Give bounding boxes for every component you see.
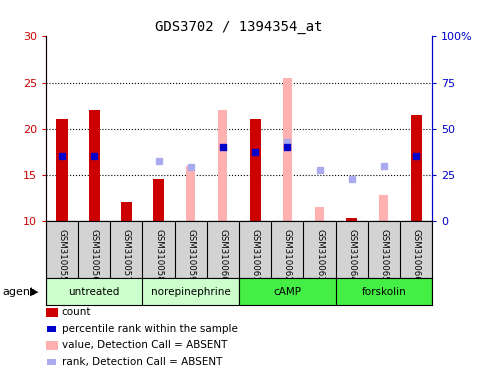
Text: cAMP: cAMP [273, 287, 301, 297]
Text: ▶: ▶ [29, 287, 38, 297]
Bar [88, 110, 100, 221]
Bar [283, 78, 292, 221]
Text: GSM310065: GSM310065 [380, 230, 388, 282]
Text: GSM310056: GSM310056 [90, 230, 99, 282]
Text: GSM310055: GSM310055 [57, 230, 67, 282]
Text: GSM310060: GSM310060 [218, 230, 227, 282]
Text: forskolin: forskolin [362, 287, 406, 297]
Text: GSM310064: GSM310064 [347, 230, 356, 282]
Bar [142, 278, 239, 305]
Text: untreated: untreated [69, 287, 120, 297]
Bar [186, 166, 195, 221]
Bar [411, 115, 422, 221]
Text: GSM310059: GSM310059 [186, 230, 195, 282]
Bar [336, 278, 432, 305]
Text: rank, Detection Call = ABSENT: rank, Detection Call = ABSENT [62, 357, 222, 367]
Text: GSM310058: GSM310058 [154, 230, 163, 282]
Bar [46, 278, 142, 305]
Text: norepinephrine: norepinephrine [151, 287, 231, 297]
Text: GSM310061: GSM310061 [251, 230, 260, 282]
Bar [315, 207, 324, 221]
Bar [218, 110, 227, 221]
Bar [153, 179, 164, 221]
Text: value, Detection Call = ABSENT: value, Detection Call = ABSENT [62, 340, 227, 350]
Bar [57, 119, 68, 221]
Text: GSM310057: GSM310057 [122, 230, 131, 282]
Text: GSM310063: GSM310063 [315, 230, 324, 282]
Bar [346, 218, 357, 221]
Bar [239, 278, 336, 305]
Bar [250, 119, 261, 221]
Text: GSM310062: GSM310062 [283, 230, 292, 282]
Bar [380, 195, 388, 221]
Title: GDS3702 / 1394354_at: GDS3702 / 1394354_at [156, 20, 323, 34]
Bar [121, 202, 132, 221]
Text: GSM310066: GSM310066 [412, 230, 421, 282]
Text: percentile rank within the sample: percentile rank within the sample [62, 324, 238, 334]
Text: agent: agent [2, 287, 35, 297]
Text: count: count [62, 307, 91, 317]
